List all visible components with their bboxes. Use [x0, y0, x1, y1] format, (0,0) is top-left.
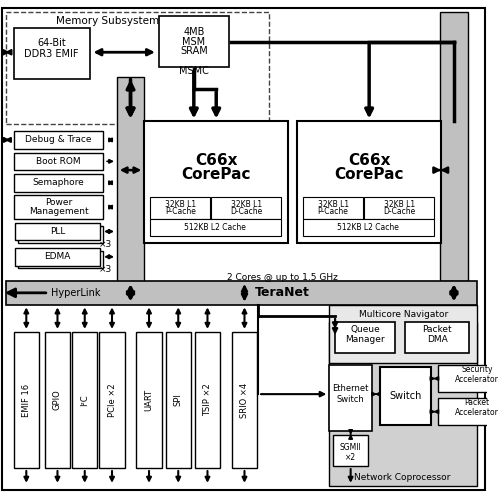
- Bar: [14, 248, 100, 265]
- Text: Network Coprocessor: Network Coprocessor: [354, 474, 450, 483]
- Text: 4MB: 4MB: [183, 27, 204, 37]
- Text: ×3: ×3: [98, 240, 112, 249]
- Bar: [329, 304, 478, 363]
- Text: CorePac: CorePac: [182, 167, 251, 182]
- Text: ×2: ×2: [345, 453, 356, 462]
- Text: Packet
DMA: Packet DMA: [422, 325, 452, 345]
- Text: Boot ROM: Boot ROM: [36, 157, 81, 166]
- Text: HyperLink: HyperLink: [51, 288, 100, 298]
- Bar: [14, 223, 100, 240]
- Text: EMIF 16: EMIF 16: [22, 383, 31, 416]
- Bar: [438, 365, 500, 392]
- Bar: [150, 197, 210, 219]
- Text: 64-Bit
DDR3 EMIF: 64-Bit DDR3 EMIF: [24, 37, 79, 59]
- Bar: [14, 332, 39, 468]
- Text: Security
Accelerator: Security Accelerator: [456, 365, 499, 384]
- Text: TSIP ×2: TSIP ×2: [203, 383, 212, 416]
- Bar: [364, 197, 434, 219]
- Bar: [329, 322, 478, 486]
- Bar: [405, 322, 469, 353]
- Bar: [6, 304, 478, 486]
- Text: Ethernet
Switch: Ethernet Switch: [332, 384, 369, 404]
- Bar: [6, 12, 269, 124]
- Text: 2 Cores @ up to 1.5 GHz: 2 Cores @ up to 1.5 GHz: [227, 273, 338, 282]
- Text: Semaphore: Semaphore: [32, 178, 84, 187]
- Bar: [438, 398, 500, 425]
- Bar: [303, 197, 364, 219]
- Bar: [136, 332, 162, 468]
- Text: Management: Management: [28, 208, 88, 217]
- Bar: [335, 322, 396, 353]
- Bar: [8, 322, 329, 486]
- Text: P-Cache: P-Cache: [318, 208, 348, 217]
- Bar: [14, 28, 90, 79]
- Bar: [14, 152, 103, 170]
- Text: Memory Subsystem: Memory Subsystem: [56, 16, 158, 26]
- Bar: [14, 131, 103, 149]
- Text: Packet
Accelerator: Packet Accelerator: [456, 398, 499, 417]
- Text: Multicore Navigator: Multicore Navigator: [358, 310, 448, 319]
- Text: SRAM: SRAM: [180, 46, 208, 56]
- Text: SGMII: SGMII: [340, 443, 361, 452]
- Bar: [166, 332, 191, 468]
- Text: 32KB L1: 32KB L1: [318, 200, 348, 209]
- Bar: [14, 195, 103, 219]
- Text: D-Cache: D-Cache: [383, 208, 416, 217]
- Bar: [45, 332, 70, 468]
- Text: PLL: PLL: [50, 227, 65, 236]
- Text: SPI: SPI: [174, 393, 182, 406]
- Bar: [232, 332, 257, 468]
- Text: ×3: ×3: [98, 265, 112, 274]
- Bar: [195, 332, 220, 468]
- Text: CorePac: CorePac: [334, 167, 404, 182]
- Bar: [333, 435, 368, 466]
- Text: C66x: C66x: [348, 153, 391, 168]
- Text: 32KB L1: 32KB L1: [231, 200, 262, 209]
- Text: PCIe ×2: PCIe ×2: [108, 383, 116, 417]
- Bar: [380, 367, 430, 425]
- Bar: [100, 332, 124, 468]
- Bar: [303, 219, 434, 237]
- Bar: [6, 281, 478, 304]
- Bar: [18, 226, 103, 243]
- Bar: [18, 251, 103, 268]
- Bar: [144, 122, 288, 243]
- Text: 32KB L1: 32KB L1: [164, 200, 196, 209]
- Bar: [440, 12, 468, 281]
- Text: EDMA: EDMA: [44, 252, 70, 261]
- Text: P-Cache: P-Cache: [165, 208, 196, 217]
- Text: D-Cache: D-Cache: [230, 208, 262, 217]
- Text: 32KB L1: 32KB L1: [384, 200, 415, 209]
- Text: 512KB L2 Cache: 512KB L2 Cache: [337, 223, 399, 232]
- Text: Queue
Manager: Queue Manager: [346, 325, 385, 345]
- Bar: [329, 365, 372, 431]
- Bar: [117, 77, 144, 283]
- Text: TeraNet: TeraNet: [255, 286, 310, 299]
- Bar: [297, 122, 441, 243]
- Text: Debug & Trace: Debug & Trace: [25, 135, 92, 144]
- Text: Switch: Switch: [389, 391, 422, 401]
- Bar: [72, 332, 98, 468]
- Text: SRIO ×4: SRIO ×4: [240, 382, 249, 417]
- Bar: [159, 16, 229, 67]
- Bar: [14, 174, 103, 192]
- Bar: [150, 219, 282, 237]
- Text: MSM: MSM: [182, 36, 206, 46]
- Text: MSMC: MSMC: [179, 66, 209, 76]
- Text: C66x: C66x: [195, 153, 238, 168]
- Bar: [212, 197, 282, 219]
- Text: GPIO: GPIO: [53, 389, 62, 410]
- Text: UART: UART: [144, 389, 154, 411]
- Text: 512KB L2 Cache: 512KB L2 Cache: [184, 223, 246, 232]
- Text: I²C: I²C: [80, 394, 89, 406]
- Text: Power: Power: [45, 198, 72, 207]
